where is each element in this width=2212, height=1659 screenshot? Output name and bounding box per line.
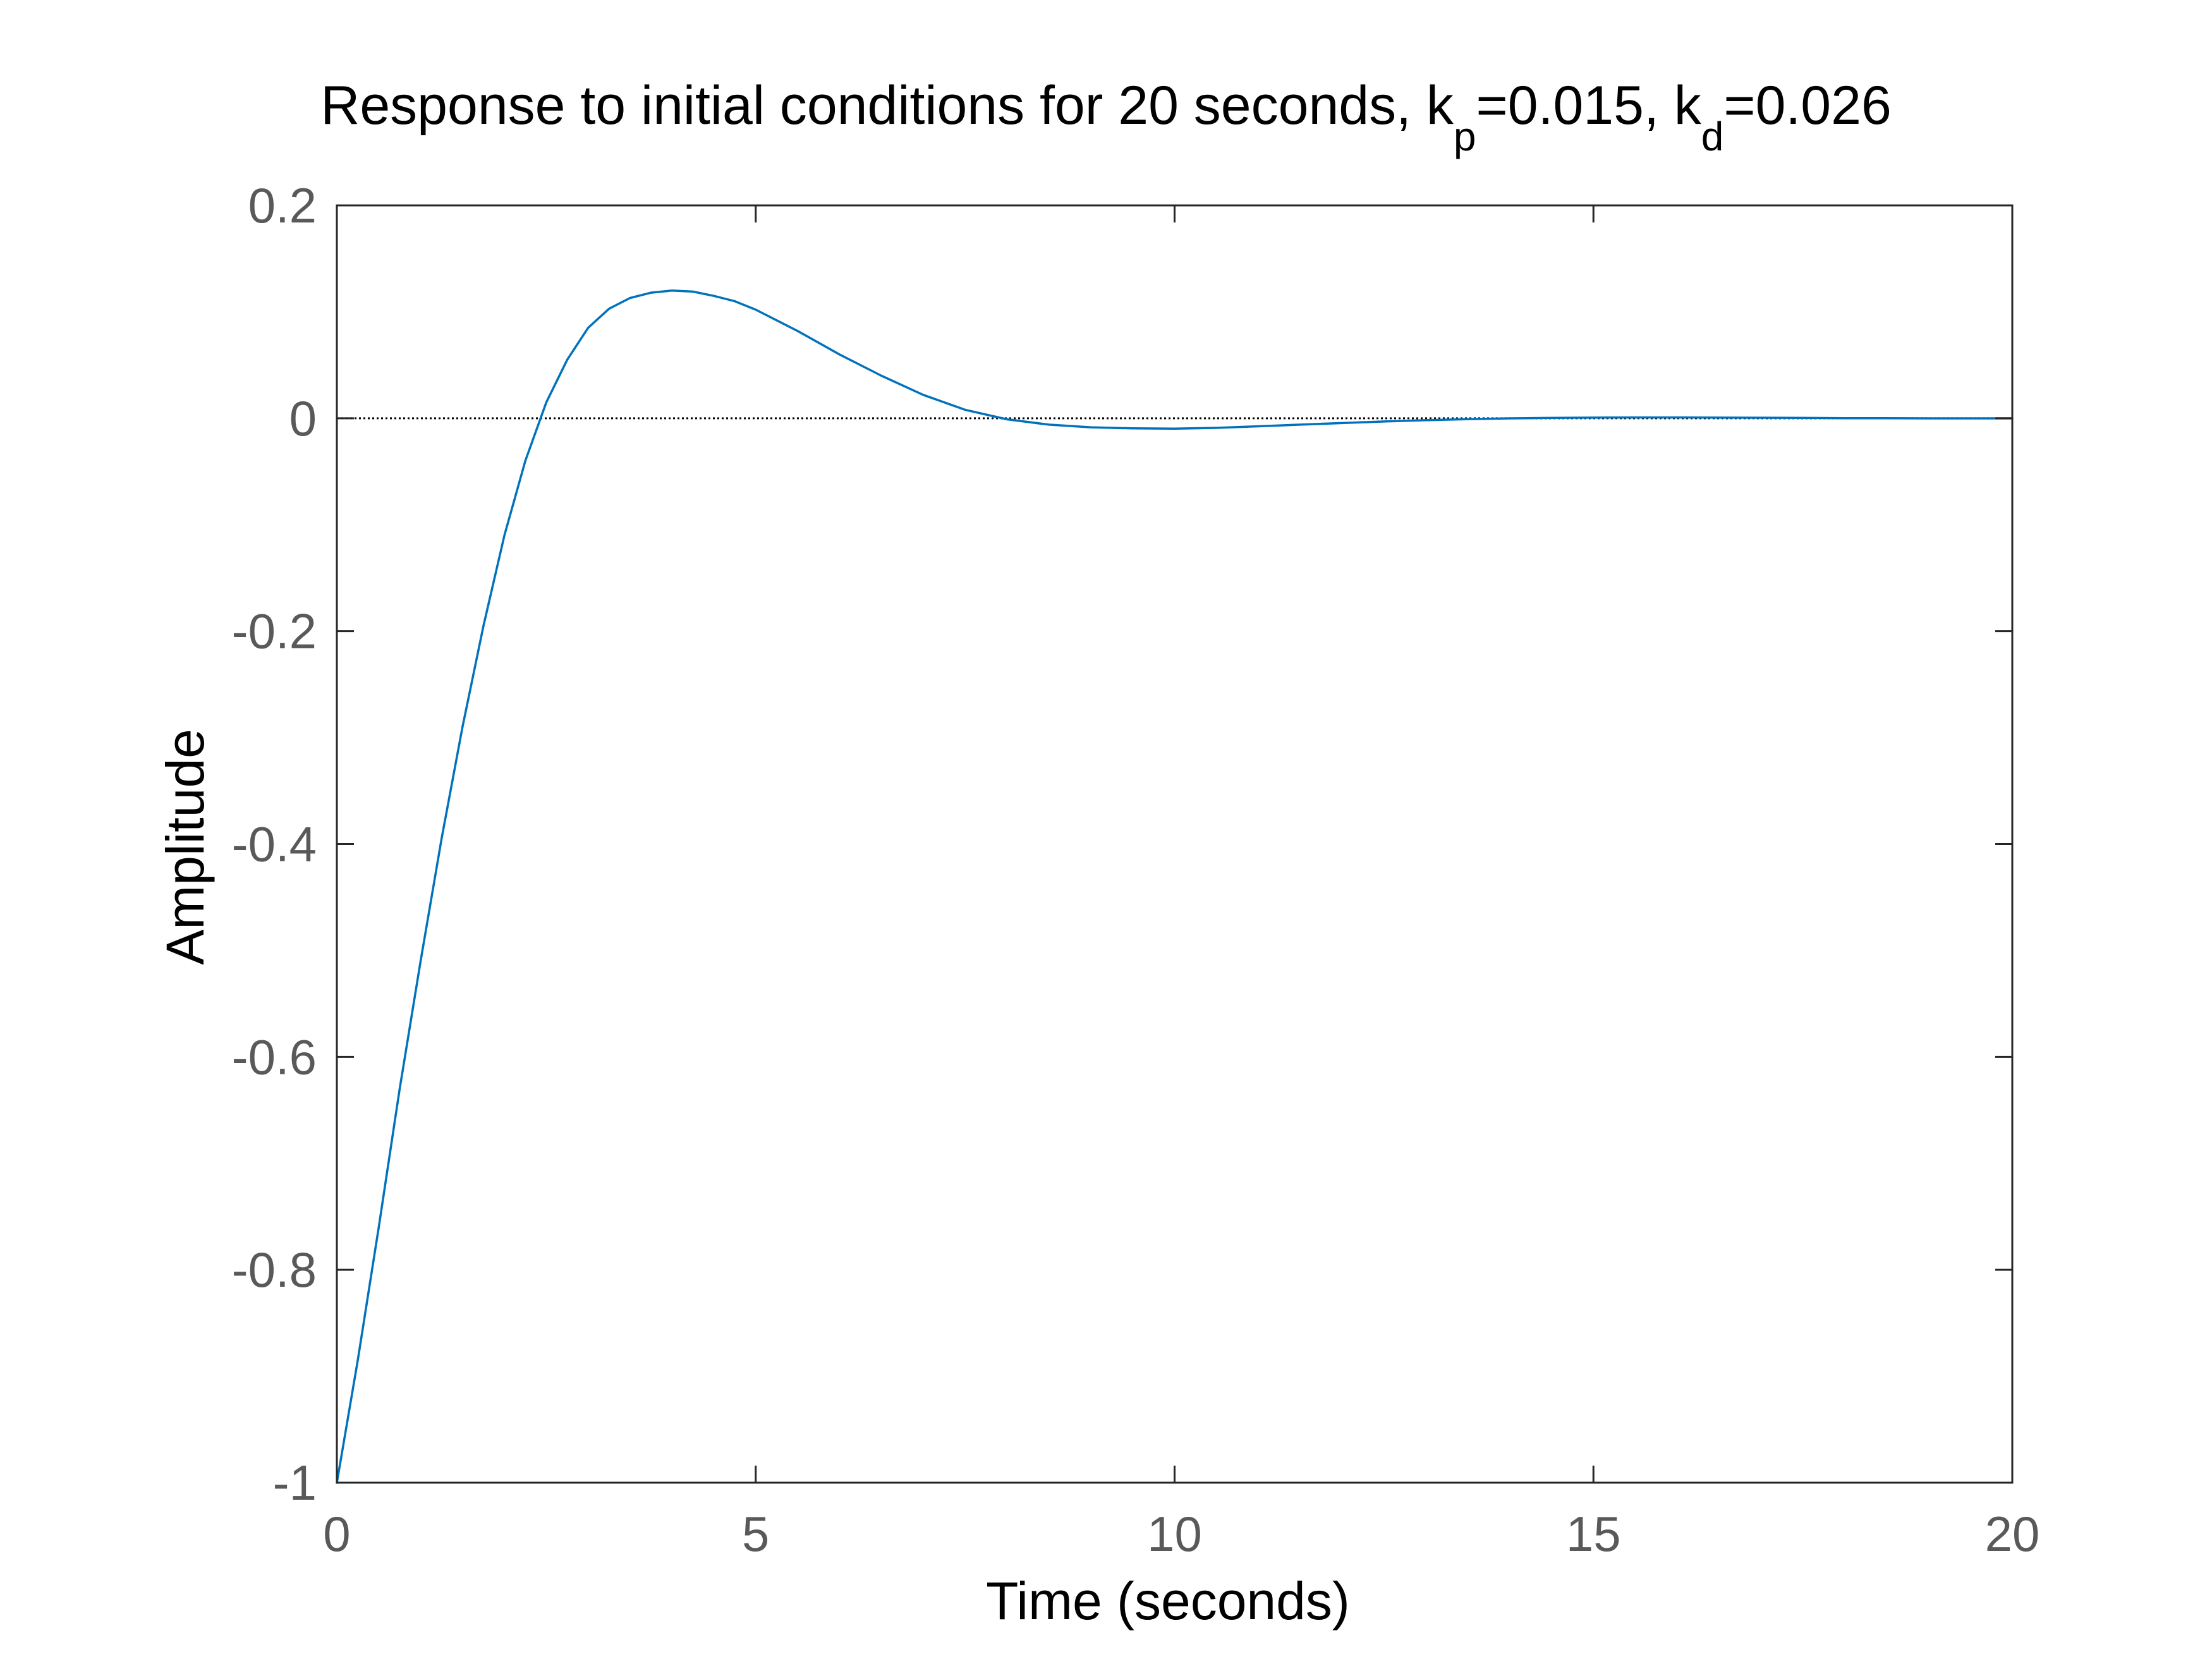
title-main: Response to initial conditions for 20 se… (320, 75, 1454, 136)
y-tick-label: -0.4 (232, 817, 317, 872)
y-axis-label: Amplitude (155, 729, 215, 965)
x-axis-label: Time (seconds) (986, 1571, 1350, 1631)
y-tick-label: -0.2 (232, 604, 317, 659)
title-kp-value: =0.015, k (1476, 75, 1702, 136)
y-tick-label: 0.2 (248, 178, 317, 233)
title-kp-subscript: p (1454, 114, 1476, 159)
y-tick-label: -1 (273, 1455, 317, 1510)
x-tick-label: 10 (1147, 1506, 1202, 1562)
x-tick-label: 5 (742, 1506, 769, 1562)
x-tick-label: 0 (323, 1506, 350, 1562)
axis-tick-labels: 0 5 10 15 20 0.2 0 -0.2 -0.4 -0.6 -0.8 -1 (232, 178, 2040, 1562)
y-tick-label: -0.6 (232, 1029, 317, 1085)
title-kd-subscript: d (1701, 114, 1724, 159)
y-tick-label: -0.8 (232, 1242, 317, 1297)
x-tick-label: 15 (1566, 1506, 1621, 1562)
axis-ticks (336, 204, 2014, 1484)
y-tick-label: 0 (289, 391, 317, 446)
x-tick-label: 20 (1985, 1506, 2040, 1562)
title-kd-value: =0.026 (1723, 75, 1891, 136)
chart-title: Response to initial conditions for 20 se… (320, 75, 1892, 159)
series-line-0 (336, 289, 2014, 1484)
